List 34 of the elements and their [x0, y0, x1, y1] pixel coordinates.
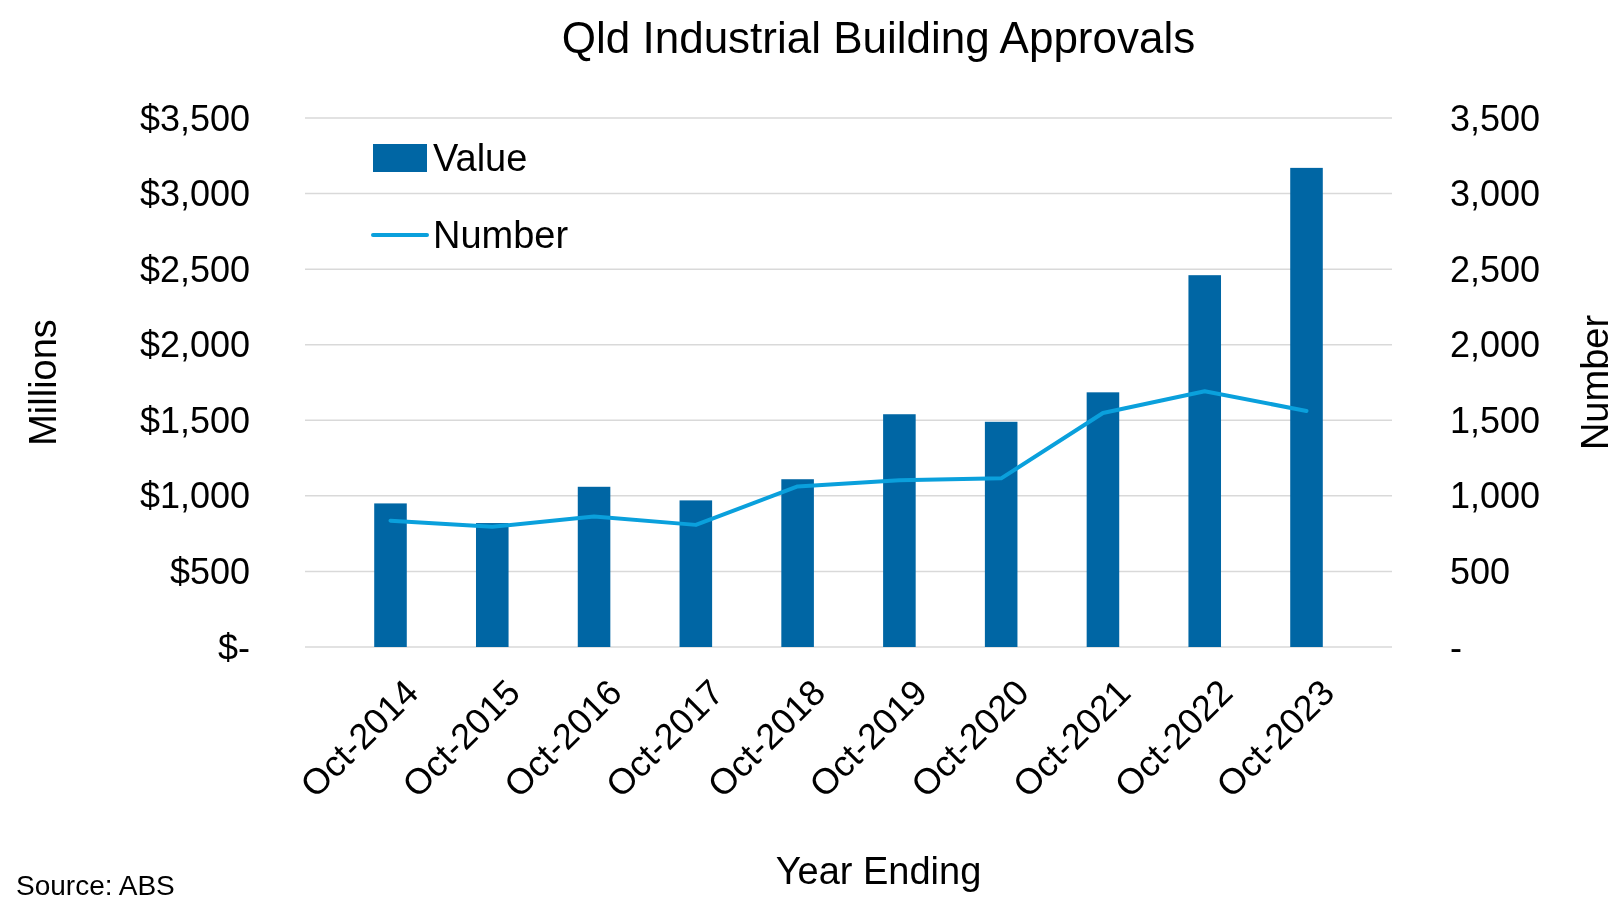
legend-label: Value: [433, 137, 528, 180]
chart-title: Qld Industrial Building Approvals: [561, 13, 1196, 62]
bar: [1290, 167, 1323, 647]
y-tick-label: $3,500: [139, 97, 250, 139]
y2-tick-label: 500: [1450, 551, 1511, 593]
line-series: [388, 389, 1309, 529]
bar: [374, 503, 407, 647]
legend-label: Number: [433, 214, 569, 257]
y-tick-label: $1,000: [139, 475, 250, 517]
bar: [984, 421, 1018, 647]
source-note: Source: ABS: [16, 870, 175, 901]
y-tick-label: $500: [169, 551, 250, 593]
y-tick-label: $1,500: [139, 399, 250, 441]
bar: [1086, 392, 1120, 647]
y-tick-label: $2,000: [139, 324, 250, 366]
bar: [781, 479, 814, 647]
y2-tick-label: 3,000: [1450, 173, 1541, 215]
bar: [577, 486, 611, 647]
y2-tick-label: 3,500: [1450, 97, 1541, 139]
y2-tick-label: 2,500: [1450, 248, 1541, 290]
y2-tick-label: 1,500: [1450, 399, 1541, 441]
bar: [883, 414, 916, 647]
y2-tick-label: -: [1450, 626, 1462, 668]
y-axis-title: Millions: [22, 319, 64, 446]
x-axis-title: Year Ending: [775, 850, 982, 892]
y-tick-label: $-: [217, 626, 250, 668]
bar: [1188, 275, 1222, 647]
bar: [679, 500, 713, 647]
y2-tick-label: 2,000: [1450, 324, 1541, 366]
y2-axis-title: Number: [1574, 314, 1616, 451]
y-tick-label: $2,500: [139, 248, 250, 290]
y2-tick-label: 1,000: [1450, 475, 1541, 517]
bar: [475, 523, 509, 647]
y-tick-label: $3,000: [139, 173, 250, 215]
